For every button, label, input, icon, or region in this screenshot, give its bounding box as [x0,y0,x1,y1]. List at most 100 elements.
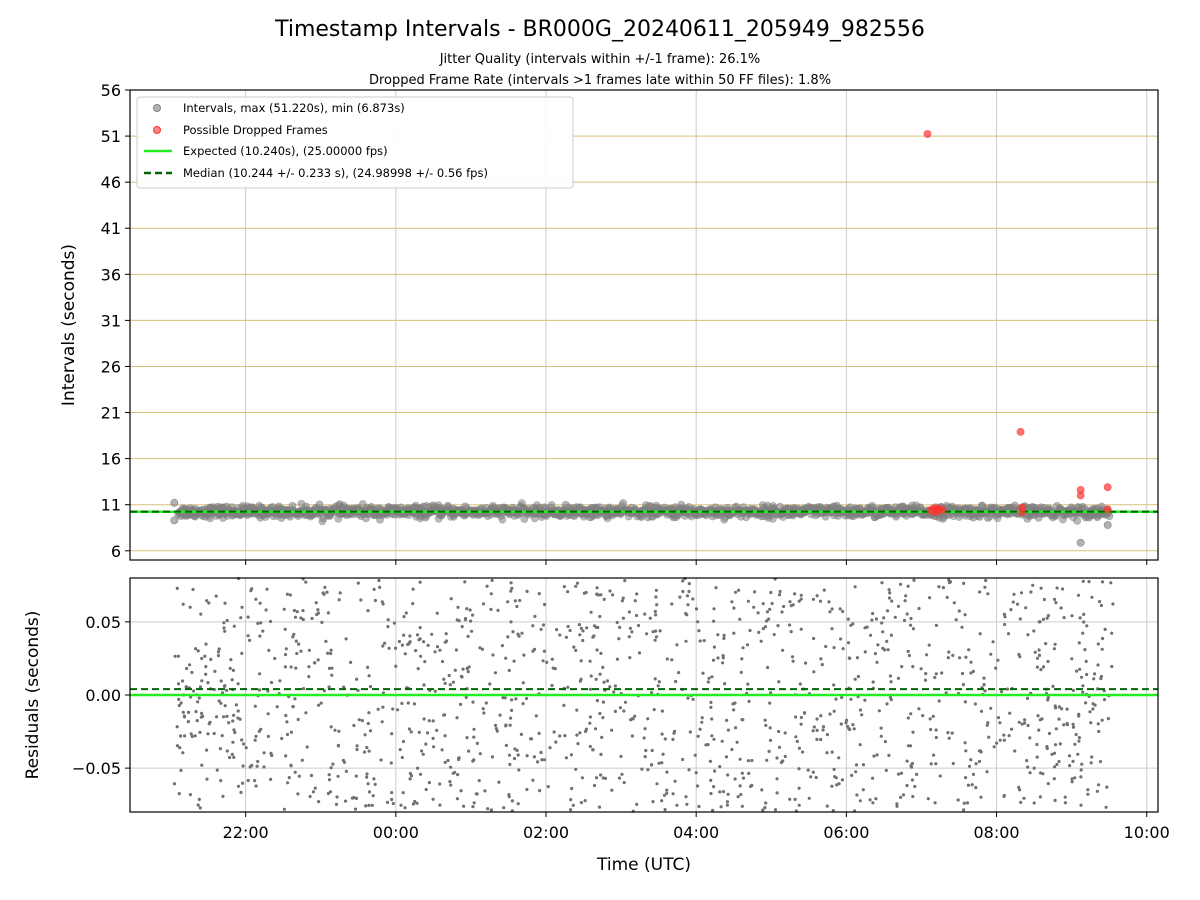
residual-point [269,777,273,782]
residual-point [391,801,395,806]
residual-point [709,791,713,796]
residual-point [471,759,475,763]
residual-point [453,668,457,672]
residual-point [909,764,913,768]
residual-point [1046,698,1050,702]
residual-point [333,728,337,732]
bottom-y-axis-label: Residuals (seconds) [23,611,43,780]
residual-point [856,674,861,679]
residual-point [513,747,517,751]
residual-point [186,720,190,724]
residual-point [424,742,428,746]
residual-point [365,775,369,779]
residual-point [287,776,291,780]
residual-point [850,773,854,778]
residual-point [1061,587,1065,591]
residual-point [218,747,222,751]
residual-point [868,798,872,802]
residual-point [216,654,221,658]
residual-point [917,606,921,611]
residual-point [407,641,411,645]
residual-point [875,660,879,664]
residual-point [320,620,324,625]
residual-point [1036,714,1040,718]
residual-point [1104,805,1108,809]
residual-point [1020,722,1024,726]
residual-point [815,737,819,742]
residual-point [417,638,421,642]
residual-point [648,616,652,620]
residual-point [253,738,257,742]
residual-point [541,659,545,663]
residual-point [763,625,768,629]
top-y-tick-label-7: 41 [101,219,121,238]
residual-point [835,783,839,787]
residual-point [986,721,990,725]
top-x-ticks [245,560,1148,565]
residual-point [240,651,244,656]
residual-point [446,758,450,763]
residual-point [377,578,381,583]
legend-entry-median: Median (10.244 +/- 0.233 s), (24.98998 +… [183,166,488,180]
residual-point [250,587,254,591]
residual-point [194,647,198,651]
residual-point [888,591,892,595]
residual-point [579,659,583,663]
residual-point [778,589,782,594]
residual-point [910,778,915,782]
residual-point [1039,668,1043,672]
residual-point [778,593,782,597]
residual-point [273,656,277,661]
residual-point [611,593,615,597]
residual-point [824,644,828,649]
residual-point [899,771,904,775]
residual-point [372,587,376,592]
residual-point [190,670,194,675]
residual-point [1089,721,1093,725]
residual-point [709,700,713,705]
residual-point [654,629,658,633]
residual-point [362,750,367,754]
residual-point [928,596,932,600]
residual-point [438,803,442,807]
residual-point [982,676,986,680]
residual-point [532,647,537,652]
residual-point [248,765,252,769]
residual-point [799,597,803,601]
residual-point [791,659,795,663]
residual-point [232,728,236,732]
residual-point [905,759,909,763]
residual-point [227,721,231,725]
residual-point [326,611,330,615]
residual-point [223,684,227,688]
residual-point [258,634,262,638]
residual-point [1012,592,1016,596]
residual-point [177,792,181,796]
residual-point [964,776,968,780]
residual-point [599,651,603,656]
residual-point [360,719,364,723]
residual-point [996,658,1000,662]
residual-point [329,766,333,770]
residual-point [617,776,622,780]
residual-point [934,728,938,732]
residual-point [1100,647,1104,651]
residual-point [1031,583,1035,587]
residual-point [719,805,723,809]
residual-point [327,685,331,689]
residual-point [635,592,639,596]
residual-point [570,786,574,791]
residual-point [747,699,751,704]
top-y-tick-label-10: 56 [101,81,121,100]
residual-point [1051,684,1055,689]
residual-point [193,734,197,738]
residual-point [368,729,373,733]
residual-point [601,716,605,720]
residual-point [1087,580,1091,584]
residual-point [684,639,688,643]
residual-point [386,618,390,622]
residual-point [462,804,466,808]
residual-point [1046,614,1050,618]
residual-point [239,790,243,795]
residual-point [378,585,382,590]
